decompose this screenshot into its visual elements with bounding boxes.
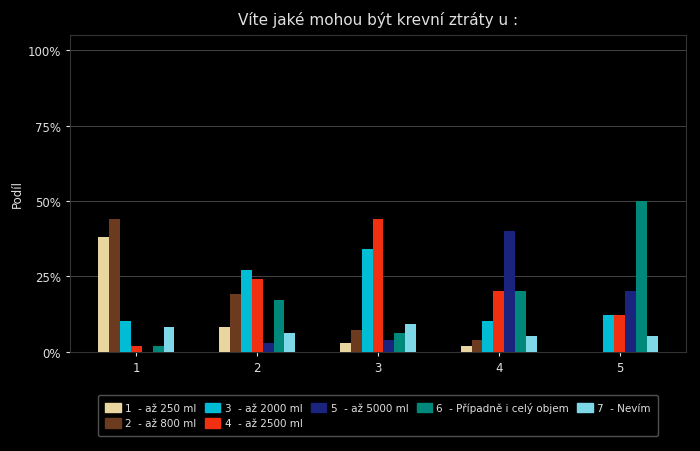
Bar xyxy=(526,337,537,352)
Bar xyxy=(230,295,241,352)
Bar xyxy=(494,292,504,352)
Bar xyxy=(384,340,394,352)
Bar xyxy=(614,316,625,352)
Bar xyxy=(164,328,174,352)
Bar xyxy=(252,280,262,352)
Bar xyxy=(472,340,482,352)
Bar xyxy=(153,346,164,352)
Bar xyxy=(351,331,362,352)
Bar xyxy=(515,292,526,352)
Bar xyxy=(603,316,614,352)
Bar xyxy=(340,343,351,352)
Bar xyxy=(219,328,230,352)
Bar xyxy=(405,325,416,352)
Bar xyxy=(482,322,493,352)
Bar xyxy=(504,231,515,352)
Bar xyxy=(262,343,274,352)
Bar xyxy=(131,346,142,352)
Bar xyxy=(636,202,647,352)
Title: Víte jaké mohou být krevní ztráty u :: Víte jaké mohou být krevní ztráty u : xyxy=(238,12,518,28)
Bar xyxy=(394,334,405,352)
Bar xyxy=(120,322,131,352)
Bar xyxy=(372,220,384,352)
Legend: 1  - až 250 ml, 2  - až 800 ml, 3  - až 2000 ml, 4  - až 2500 ml, 5  - až 5000 m: 1 - až 250 ml, 2 - až 800 ml, 3 - až 200… xyxy=(98,395,658,436)
Bar xyxy=(625,292,636,352)
Bar xyxy=(647,337,657,352)
Bar xyxy=(274,301,284,352)
Bar xyxy=(362,249,372,352)
Bar xyxy=(461,346,472,352)
Y-axis label: Podíl: Podíl xyxy=(10,180,23,208)
Bar xyxy=(109,220,120,352)
Bar xyxy=(241,271,252,352)
Bar xyxy=(99,238,109,352)
Bar xyxy=(284,334,295,352)
